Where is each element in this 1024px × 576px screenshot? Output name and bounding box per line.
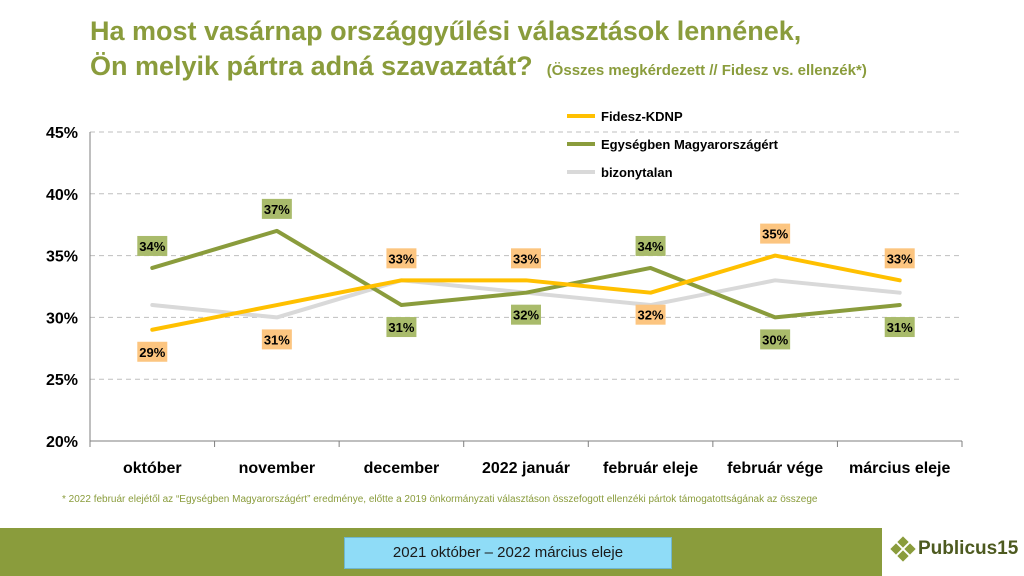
data-label-bg — [137, 235, 168, 256]
data-label: 29% — [139, 345, 165, 360]
chart-title: Ha most vasárnap országgyűlési választás… — [90, 14, 867, 88]
data-label: 31% — [264, 332, 290, 347]
data-label-bg — [137, 341, 168, 362]
x-tick-label: november — [239, 460, 315, 477]
title-subtitle: (Összes megkérdezett // Fidesz vs. ellen… — [546, 62, 867, 79]
x-axis: október november december 2022 január februá… — [89, 440, 963, 477]
legend-label: Egységben Magyarországért — [601, 137, 779, 152]
publicus-logo: Publicus15 — [890, 536, 1019, 562]
data-label-bg — [511, 304, 541, 325]
y-tick-label: 30% — [46, 310, 78, 327]
data-label: 31% — [887, 320, 913, 335]
data-label: 35% — [762, 227, 788, 242]
data-label: 33% — [887, 251, 913, 266]
data-label-bg — [635, 235, 666, 256]
data-label: 37% — [264, 202, 290, 217]
data-labels: 29% 33% 33% 32% 35% 33% 34% 37% 31% 32% 34% 30% 31% 3… — [137, 198, 915, 362]
data-label-bg — [760, 223, 791, 244]
y-tick-label: 45% — [46, 125, 78, 142]
logo-text: Publicus15 — [918, 538, 1019, 559]
data-label: 32% — [513, 308, 539, 323]
x-tick-label: március eleje — [849, 460, 951, 477]
data-label: 30% — [762, 332, 788, 347]
legend-label: Fidesz-KDNP — [601, 109, 683, 124]
series-lines — [150, 228, 902, 332]
data-label-bg — [386, 248, 417, 269]
title-line-2-text: Ön melyik pártra adná szavazatát? — [90, 51, 533, 81]
period-box: 2021 október – 2022 március eleje — [344, 537, 672, 569]
data-label-bg — [386, 317, 417, 338]
y-axis: 20% 25% 30% 35% 40% 45% — [46, 125, 91, 451]
x-tick-label: december — [364, 460, 440, 477]
series-line — [150, 253, 902, 332]
data-label: 31% — [388, 320, 414, 335]
data-label: 34% — [638, 239, 664, 254]
y-tick-label: 40% — [46, 187, 78, 204]
footnote: * 2022 február elejétől az “Egységben Ma… — [62, 494, 818, 505]
title-line-2: Ön melyik pártra adná szavazatát? (Összes… — [90, 49, 867, 88]
data-label: 32% — [638, 308, 664, 323]
title-line-1: Ha most vasárnap országgyűlési választás… — [90, 16, 802, 46]
y-tick-label: 25% — [46, 372, 78, 389]
data-label: 33% — [513, 251, 539, 266]
y-tick-label: 20% — [46, 434, 78, 451]
data-label-bg — [511, 248, 541, 269]
publicus-logo-icon — [890, 536, 916, 562]
legend-label: bizonytalan — [601, 165, 673, 180]
series-line — [150, 228, 902, 320]
data-label-bg — [261, 198, 292, 219]
x-tick-label: február eleje — [603, 460, 698, 477]
data-label-bg — [760, 329, 791, 350]
legend: Fidesz-KDNP Egységben Magyarországért bizo… — [567, 109, 779, 180]
y-tick-label: 35% — [46, 249, 78, 266]
line-chart: 20% 25% 30% 35% 40% 45% október november decemb… — [46, 109, 963, 477]
data-label: 34% — [139, 239, 165, 254]
data-label-bg — [635, 304, 666, 325]
data-label: 33% — [388, 251, 414, 266]
data-label-bg — [261, 329, 292, 350]
data-label-bg — [884, 317, 915, 338]
x-tick-label: október — [123, 460, 182, 477]
x-tick-label: 2022 január — [482, 460, 570, 477]
data-label-bg — [884, 248, 915, 269]
x-tick-label: február vége — [727, 460, 823, 477]
